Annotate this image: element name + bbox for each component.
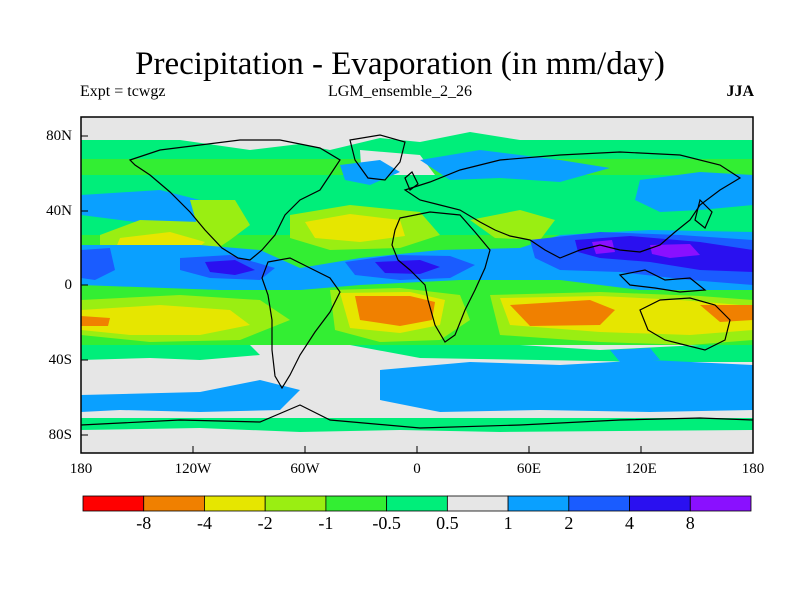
africa-core xyxy=(375,260,440,274)
colorbar-swatch xyxy=(689,495,752,512)
run-label: LGM_ensemble_2_26 xyxy=(328,83,472,100)
africa-coast xyxy=(391,211,491,343)
north-pacific-blue-e xyxy=(635,172,753,212)
lon-label-120w: 120W xyxy=(174,461,212,477)
so-blue2 xyxy=(380,360,753,412)
lon-label-0: 0 xyxy=(413,461,421,477)
colorbar-swatch xyxy=(204,495,266,512)
colorbar-label: 1 xyxy=(503,513,513,533)
aus-orange xyxy=(700,305,753,322)
north-america-coast xyxy=(128,139,341,261)
colorbar xyxy=(82,495,752,512)
japan-coast xyxy=(694,198,713,229)
colorbar-swatch xyxy=(629,495,691,512)
lat-label-0: 0 xyxy=(64,277,73,293)
experiment-label: Expt = tcwgz xyxy=(80,83,166,100)
south-america-coast xyxy=(261,257,341,390)
colorbar-label: -0.5 xyxy=(372,513,401,533)
coastlines xyxy=(81,134,753,429)
colorbar-label: -4 xyxy=(196,513,212,533)
arctic-grey xyxy=(81,117,753,150)
colorbar-swatch xyxy=(568,495,630,512)
lon-label-60w: 60W xyxy=(290,461,320,477)
so-blue1 xyxy=(81,380,300,412)
map-fields xyxy=(81,117,753,453)
lat-label-80s: 80S xyxy=(48,427,72,443)
lat-label-40s: 40S xyxy=(48,352,72,368)
so-green1 xyxy=(81,345,260,360)
colorbar-label: -2 xyxy=(257,513,273,533)
season-label: JJA xyxy=(726,83,754,100)
chart-title: Precipitation - Evaporation (in mm/day) xyxy=(135,46,665,82)
uk-coast xyxy=(404,171,419,191)
so-blue-nz xyxy=(610,348,660,362)
colorbar-label: -8 xyxy=(136,513,152,533)
spac-yellow xyxy=(81,305,250,335)
colorbar-swatch xyxy=(446,495,509,512)
satl-orange xyxy=(355,296,435,326)
colorbar-label: 2 xyxy=(564,513,574,533)
north-pacific-blue xyxy=(81,190,230,228)
indonesia-coast xyxy=(618,269,707,293)
colorbar-label: -1 xyxy=(318,513,334,533)
lat-label-80n: 80N xyxy=(46,128,72,144)
australia-coast xyxy=(639,297,731,351)
greenland-coast xyxy=(349,134,406,181)
colorbar-label: 4 xyxy=(625,513,635,533)
lon-label-180e: 180 xyxy=(741,461,765,477)
antarctica-coast xyxy=(81,404,753,429)
colorbar-label: 0.5 xyxy=(436,513,459,533)
asia-peak xyxy=(650,244,700,258)
asia-dry xyxy=(470,210,555,240)
sind-orange xyxy=(510,300,615,326)
colorbar-swatch xyxy=(325,495,388,512)
natl-yellow xyxy=(305,214,405,242)
colorbar-swatch xyxy=(507,495,570,512)
colorbar-label: 8 xyxy=(685,513,695,533)
eurasia-blue xyxy=(420,150,610,182)
colorbar-swatch xyxy=(143,495,205,512)
colorbar-swatch xyxy=(82,495,145,512)
colorbar-swatch xyxy=(386,495,448,512)
axis-ticks xyxy=(81,135,642,453)
colorbar-swatch xyxy=(264,495,327,512)
lat-label-40n: 40N xyxy=(46,203,72,219)
spac-orange xyxy=(81,316,110,326)
eurasia-coast xyxy=(403,151,742,259)
epac-core xyxy=(205,260,255,275)
bay-peak xyxy=(592,240,615,254)
epac-wet xyxy=(81,248,115,280)
lon-label-120e: 120E xyxy=(625,461,657,477)
antarctic-grey xyxy=(81,428,753,453)
atlantic-blue xyxy=(340,160,400,185)
lon-label-60e: 60E xyxy=(516,461,542,477)
lon-label-180w: 180 xyxy=(69,461,93,477)
